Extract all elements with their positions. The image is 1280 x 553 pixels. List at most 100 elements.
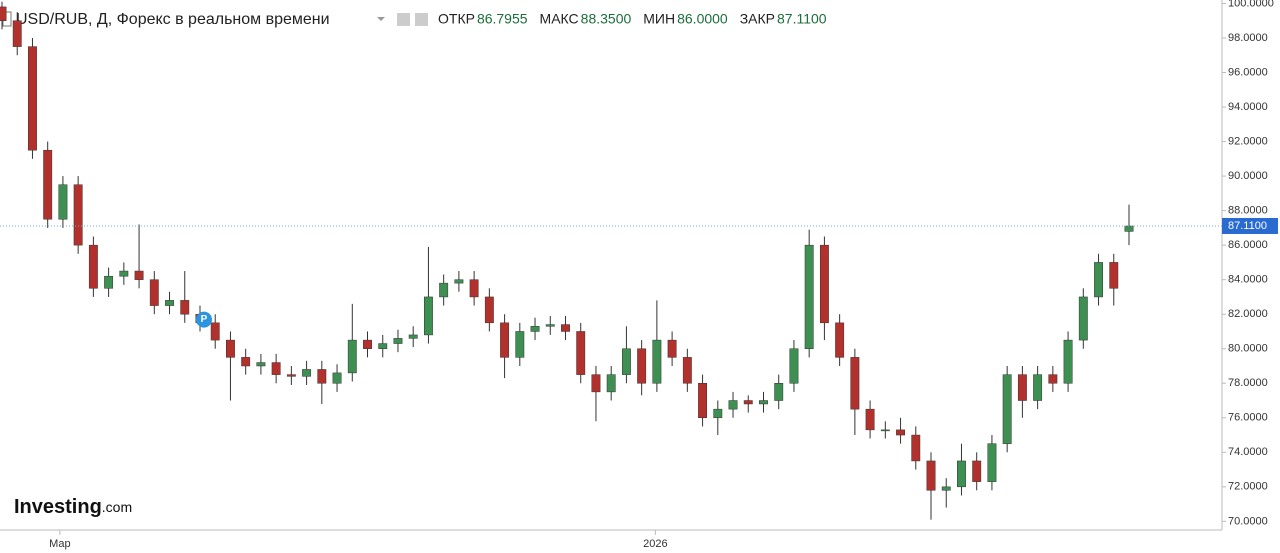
candle-body — [926, 460, 936, 491]
candle-body — [1048, 374, 1058, 384]
candle-body — [58, 184, 68, 220]
candle-body — [378, 343, 388, 349]
y-tick-label: 92.0000 — [1228, 135, 1268, 147]
x-tick-label: Мар — [49, 538, 71, 550]
candle-body — [1033, 374, 1043, 401]
candle-body — [819, 244, 829, 324]
candle-body — [165, 300, 174, 306]
candle-body — [73, 184, 83, 246]
candle-body — [530, 326, 540, 332]
candle-body — [1017, 374, 1027, 401]
candle-body — [667, 339, 677, 358]
candle-body — [12, 20, 22, 47]
y-tick-label: 96.0000 — [1228, 66, 1268, 78]
stat-value: 86.7955 — [477, 11, 528, 27]
candle-body — [256, 362, 266, 367]
candle-body — [561, 324, 570, 332]
candle-body — [591, 374, 601, 393]
stat-value: 88.3500 — [581, 11, 632, 27]
candle-body — [652, 339, 662, 384]
stats: ОТКР 86.7955 МАКС 88.3500 МИН 86.0000 ЗАКР 87.1… — [438, 11, 827, 27]
candle-body — [454, 279, 464, 284]
candle-body — [119, 270, 129, 277]
last-price-box — [1222, 217, 1278, 234]
y-tick-label: 94.0000 — [1228, 101, 1268, 113]
candle-body — [789, 348, 799, 384]
candle-body — [408, 334, 418, 339]
candle-body — [347, 339, 357, 374]
candle-body — [743, 400, 753, 405]
candle-body — [149, 279, 159, 306]
candle-body — [880, 429, 890, 432]
candle-body — [804, 244, 814, 349]
candle-body — [332, 372, 342, 384]
candle-body — [682, 357, 692, 384]
candle-body — [286, 374, 296, 377]
candle-body — [271, 362, 281, 375]
y-tick-label: 86.0000 — [1228, 239, 1268, 251]
candle-body — [317, 369, 327, 384]
candle-body — [134, 270, 144, 280]
candle-body — [241, 357, 251, 367]
y-tick-label: 90.0000 — [1228, 170, 1268, 182]
candle-body — [957, 460, 966, 488]
candle-body — [88, 244, 98, 289]
candle-body — [302, 369, 312, 377]
candle-body — [484, 296, 494, 324]
candle-body — [621, 348, 631, 375]
candle-body — [469, 279, 479, 298]
candle-body — [987, 443, 997, 482]
brand-name: Investing — [14, 496, 102, 518]
candle-body — [865, 408, 875, 431]
x-tick-label: 2026 — [643, 538, 667, 550]
last-price-label: 87.1100 — [1228, 220, 1267, 232]
candle-body — [439, 282, 449, 298]
candle-body — [1063, 339, 1073, 384]
candle-body — [850, 357, 860, 410]
candle-body — [1109, 262, 1119, 289]
chart-title: USD/RUB, Д, Форекс в реальном времени — [16, 11, 330, 28]
stat-label: МИН — [643, 11, 675, 27]
settings-icon[interactable] — [397, 13, 410, 26]
candle-body — [226, 339, 235, 358]
candle-body — [774, 383, 784, 401]
candle-body — [515, 331, 525, 358]
candle-body — [759, 400, 768, 405]
stat-label: МАКС — [540, 11, 579, 27]
candle-body — [896, 429, 905, 436]
y-tick-label: 98.0000 — [1228, 32, 1268, 44]
event-marker — [195, 311, 212, 328]
y-tick-label: 100.0000 — [1228, 0, 1274, 9]
dropdown-arrow[interactable] — [377, 17, 385, 21]
candle-body — [500, 322, 510, 358]
stat-label: ЗАКР — [740, 11, 775, 27]
stat-value: 87.1100 — [777, 11, 827, 27]
candle-body — [1002, 374, 1012, 444]
y-tick-label: 76.0000 — [1228, 412, 1268, 424]
y-tick-label: 72.0000 — [1228, 481, 1268, 493]
candle-body — [576, 331, 586, 375]
candle-body — [104, 275, 114, 289]
candle-body — [1124, 225, 1134, 232]
event-marker-label: P — [201, 314, 208, 325]
stat-value: 86.0000 — [677, 11, 728, 27]
candle-body — [210, 322, 220, 341]
candle-body — [713, 408, 723, 419]
candle-body — [606, 374, 616, 393]
candle-body — [28, 46, 37, 151]
stat-label: ОТКР — [438, 11, 475, 27]
candle-body — [393, 338, 403, 344]
candle-body — [545, 324, 555, 327]
candle-body — [728, 400, 738, 410]
candle-body — [1078, 296, 1088, 341]
candle-body — [941, 486, 951, 491]
y-tick-label: 88.0000 — [1228, 205, 1268, 217]
candle-body — [911, 434, 921, 462]
candle-body — [637, 348, 647, 384]
refresh-icon[interactable] — [415, 13, 428, 26]
candle-body — [180, 300, 190, 315]
y-tick-label: 74.0000 — [1228, 446, 1268, 458]
y-tick-label: 84.0000 — [1228, 274, 1268, 286]
